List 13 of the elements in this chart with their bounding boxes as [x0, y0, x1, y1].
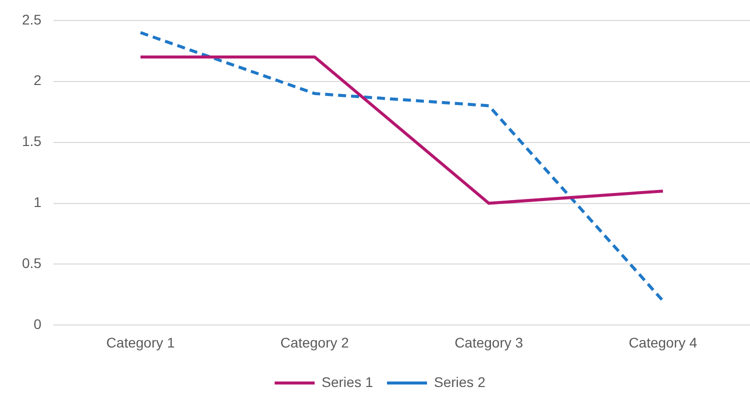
y-tick-label: 1 [34, 194, 42, 210]
y-tick-label: 1.5 [22, 133, 42, 150]
legend-label: Series 1 [322, 374, 374, 390]
y-tick-label: 0.5 [22, 255, 42, 272]
y-tick-label: 2 [34, 72, 42, 88]
x-tick-label: Category 4 [628, 334, 698, 350]
x-tick-label: Category 2 [280, 334, 350, 350]
x-tick-label: Category 3 [454, 334, 524, 350]
y-tick-label: 0 [34, 316, 42, 332]
y-tick-label: 2.5 [22, 11, 42, 28]
x-tick-label: Category 1 [106, 334, 175, 350]
legend-label: Series 2 [434, 374, 486, 390]
line-series [139, 31, 664, 302]
